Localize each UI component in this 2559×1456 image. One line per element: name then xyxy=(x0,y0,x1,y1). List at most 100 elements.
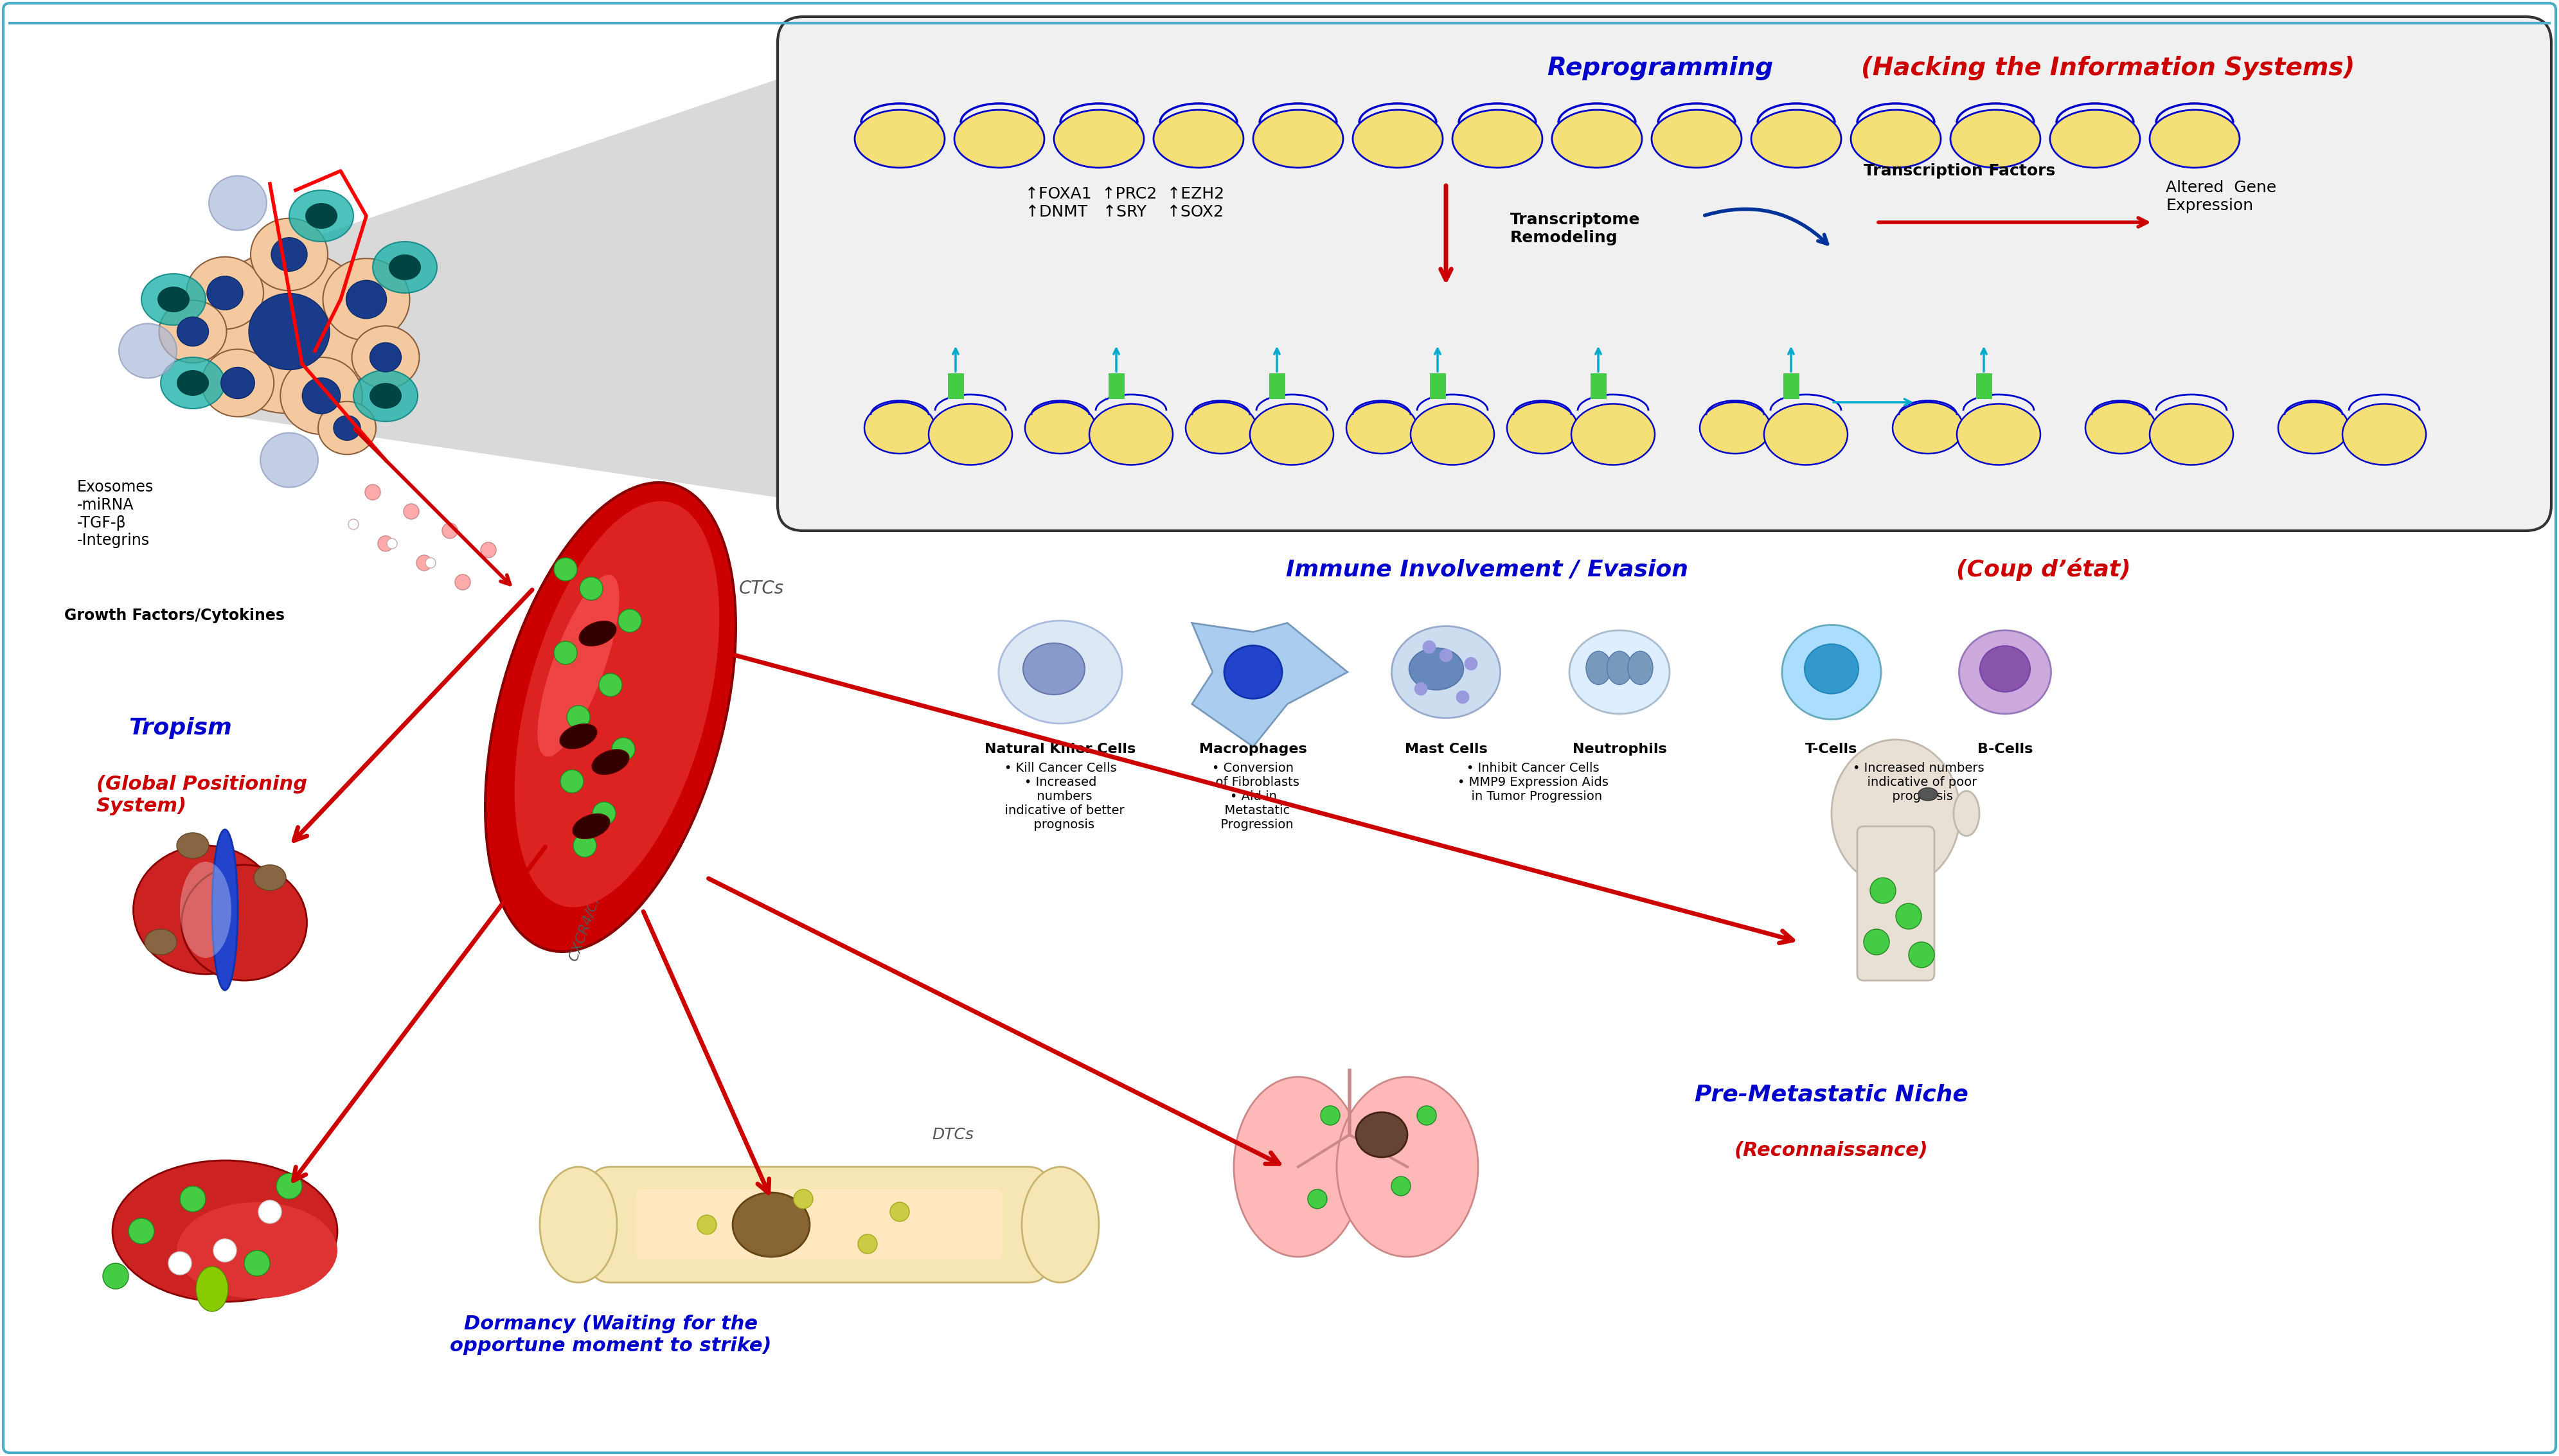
Circle shape xyxy=(619,609,642,632)
Ellipse shape xyxy=(1569,630,1668,713)
Ellipse shape xyxy=(353,370,417,421)
Circle shape xyxy=(379,536,394,552)
Ellipse shape xyxy=(732,1192,809,1257)
Ellipse shape xyxy=(486,482,737,952)
Text: (Reconnaissance): (Reconnaissance) xyxy=(1735,1142,1929,1160)
Ellipse shape xyxy=(179,862,230,958)
Circle shape xyxy=(560,770,583,794)
Circle shape xyxy=(276,1174,302,1198)
Circle shape xyxy=(481,542,496,558)
Ellipse shape xyxy=(333,415,361,440)
Ellipse shape xyxy=(2086,402,2157,454)
Ellipse shape xyxy=(560,724,596,748)
Ellipse shape xyxy=(1551,109,1643,167)
Ellipse shape xyxy=(514,501,719,907)
Circle shape xyxy=(1896,903,1922,929)
FancyBboxPatch shape xyxy=(1976,373,1993,399)
Ellipse shape xyxy=(177,317,207,347)
Ellipse shape xyxy=(220,367,256,399)
Ellipse shape xyxy=(1154,109,1244,167)
Ellipse shape xyxy=(1356,1112,1407,1158)
Ellipse shape xyxy=(855,109,944,167)
Circle shape xyxy=(1423,641,1436,654)
Circle shape xyxy=(366,485,381,499)
Ellipse shape xyxy=(159,287,189,312)
FancyBboxPatch shape xyxy=(778,16,2551,531)
Polygon shape xyxy=(1192,623,1349,747)
Ellipse shape xyxy=(1336,1077,1479,1257)
Ellipse shape xyxy=(1354,109,1443,167)
Ellipse shape xyxy=(141,274,205,325)
Circle shape xyxy=(1438,649,1454,662)
Text: (Hacking the Information Systems): (Hacking the Information Systems) xyxy=(1860,55,2354,80)
Ellipse shape xyxy=(371,342,402,371)
FancyBboxPatch shape xyxy=(1430,373,1446,399)
Ellipse shape xyxy=(202,349,274,416)
Circle shape xyxy=(179,1187,205,1211)
Circle shape xyxy=(425,558,435,568)
Ellipse shape xyxy=(1346,402,1418,454)
Ellipse shape xyxy=(1651,109,1743,167)
Ellipse shape xyxy=(177,370,210,396)
FancyBboxPatch shape xyxy=(1858,827,1935,980)
Text: Immune Involvement / Evasion: Immune Involvement / Evasion xyxy=(1285,558,1697,579)
Circle shape xyxy=(456,575,471,590)
Ellipse shape xyxy=(281,357,363,434)
Circle shape xyxy=(599,673,622,696)
Ellipse shape xyxy=(1628,651,1653,684)
FancyBboxPatch shape xyxy=(3,3,2556,1453)
Text: Neutrophils: Neutrophils xyxy=(1571,743,1666,756)
Text: • Conversion
  of Fibroblasts
• Aid in
  Metastatic
  Progression: • Conversion of Fibroblasts • Aid in Met… xyxy=(1208,761,1300,831)
Circle shape xyxy=(573,834,596,858)
Ellipse shape xyxy=(573,814,609,839)
Ellipse shape xyxy=(1804,644,1858,693)
Ellipse shape xyxy=(537,575,619,757)
Ellipse shape xyxy=(1953,791,1978,836)
Ellipse shape xyxy=(118,323,177,379)
Ellipse shape xyxy=(207,277,243,310)
Ellipse shape xyxy=(187,256,264,329)
Ellipse shape xyxy=(1958,403,2040,464)
Text: • Kill Cancer Cells
• Increased
  numbers
  indicative of better
  prognosis: • Kill Cancer Cells • Increased numbers … xyxy=(995,761,1123,831)
Ellipse shape xyxy=(146,929,177,955)
Ellipse shape xyxy=(929,403,1013,464)
Polygon shape xyxy=(225,61,829,505)
Ellipse shape xyxy=(248,293,330,370)
Text: Reprogramming: Reprogramming xyxy=(1548,55,1781,80)
Circle shape xyxy=(1308,1190,1328,1208)
Circle shape xyxy=(1320,1105,1341,1125)
Ellipse shape xyxy=(302,377,340,414)
Text: Transcription Factors: Transcription Factors xyxy=(1863,163,2055,179)
Circle shape xyxy=(212,1239,235,1262)
Ellipse shape xyxy=(540,1166,617,1283)
Ellipse shape xyxy=(177,1203,338,1299)
Circle shape xyxy=(128,1219,154,1243)
Ellipse shape xyxy=(1607,651,1633,684)
Circle shape xyxy=(566,706,591,728)
Circle shape xyxy=(1863,929,1889,955)
Ellipse shape xyxy=(289,191,353,242)
FancyBboxPatch shape xyxy=(591,1166,1047,1283)
Circle shape xyxy=(1392,1176,1410,1195)
Circle shape xyxy=(696,1216,717,1235)
Ellipse shape xyxy=(998,620,1121,724)
Text: Dormancy (Waiting for the
opportune moment to strike): Dormancy (Waiting for the opportune mome… xyxy=(450,1315,770,1356)
Ellipse shape xyxy=(1850,109,1940,167)
Ellipse shape xyxy=(322,259,409,341)
Text: B-Cells: B-Cells xyxy=(1978,743,2032,756)
Ellipse shape xyxy=(253,865,287,891)
Ellipse shape xyxy=(1090,403,1172,464)
Text: DTCs: DTCs xyxy=(931,1127,972,1143)
Ellipse shape xyxy=(159,300,228,363)
Ellipse shape xyxy=(177,833,210,859)
Ellipse shape xyxy=(345,281,386,319)
Ellipse shape xyxy=(1587,651,1612,684)
Text: T-Cells: T-Cells xyxy=(1807,743,1858,756)
Ellipse shape xyxy=(1454,109,1543,167)
Ellipse shape xyxy=(1410,648,1464,690)
Ellipse shape xyxy=(1960,630,2050,713)
Circle shape xyxy=(443,523,458,539)
Circle shape xyxy=(102,1264,128,1289)
Ellipse shape xyxy=(1763,403,1848,464)
Circle shape xyxy=(1464,657,1477,670)
